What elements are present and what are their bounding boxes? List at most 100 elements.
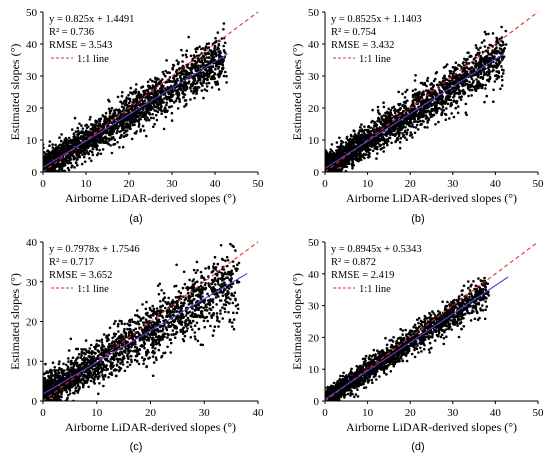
data-point [194,338,197,341]
data-point [222,45,225,48]
data-point [421,113,424,116]
x-axis-label: Airborne LiDAR-derived slopes (°) [346,191,517,205]
data-point [344,149,347,152]
data-point [190,71,193,74]
data-point [459,73,462,76]
data-point [449,93,452,96]
data-point [153,93,156,96]
data-point [355,157,358,160]
data-point [208,70,211,73]
data-point [390,142,393,145]
data-point [91,151,94,154]
data-point [204,47,207,50]
data-point [417,116,420,119]
data-point [191,68,194,71]
data-point [214,45,217,48]
data-point [355,140,358,143]
data-point [386,144,389,147]
rmse: RMSE = 3.432 [331,40,394,51]
data-point [171,68,174,71]
data-point [352,157,355,160]
data-point [147,111,150,114]
data-point [214,37,217,40]
data-point [149,78,152,81]
data-point [465,59,468,62]
data-point [137,115,140,118]
data-point [46,158,49,161]
data-point [468,62,471,65]
data-point [123,135,126,138]
data-point [479,56,482,59]
data-point [122,119,125,122]
data-point [109,144,112,147]
data-point [100,153,103,156]
data-point [121,127,124,130]
data-point [465,103,468,106]
data-point [457,112,460,115]
data-point [80,124,83,127]
data-point [336,141,339,144]
data-point [470,55,473,58]
data-point [203,326,206,329]
data-point [203,320,206,323]
data-point [438,81,441,84]
data-point [502,72,505,75]
data-point [386,138,389,141]
data-point [224,42,227,45]
data-point [439,102,442,105]
data-point [131,109,134,112]
data-point [165,89,168,92]
data-point [106,130,109,133]
data-point [408,125,411,128]
data-point [379,145,382,148]
data-point [85,146,88,149]
data-point [72,136,75,139]
data-point [481,85,484,88]
data-point [434,123,437,126]
data-point [210,54,213,57]
data-point [218,66,221,69]
data-point [84,124,87,127]
data-point [105,138,108,141]
data-point [349,142,352,145]
data-point [487,67,490,70]
data-point [77,156,80,159]
data-point [99,118,102,121]
data-point [165,101,168,104]
data-point [483,101,486,104]
data-point [433,80,436,83]
data-point [213,42,216,45]
data-point [412,100,415,103]
data-point [426,126,429,129]
data-point [182,83,185,86]
data-point [495,37,498,40]
data-point [127,118,130,121]
x-tick-label: 10 [362,178,374,190]
data-point [383,133,386,136]
data-point [381,147,384,150]
data-point [112,129,115,132]
data-point [128,102,131,105]
data-point [188,72,191,75]
data-point [131,122,134,125]
data-point [204,52,207,55]
data-point [158,103,161,106]
data-point [416,124,419,127]
data-point [447,103,450,106]
data-point [154,77,157,80]
data-point [432,103,435,106]
data-point [477,74,480,77]
data-point [76,127,79,130]
data-point [60,148,63,151]
y-tick-label: 50 [308,7,320,19]
data-point [359,158,362,161]
data-point [498,72,501,75]
data-point [215,65,218,68]
data-point [160,105,163,108]
data-point [208,82,211,85]
data-point [452,66,455,69]
data-point [214,283,217,286]
data-point [485,95,488,98]
